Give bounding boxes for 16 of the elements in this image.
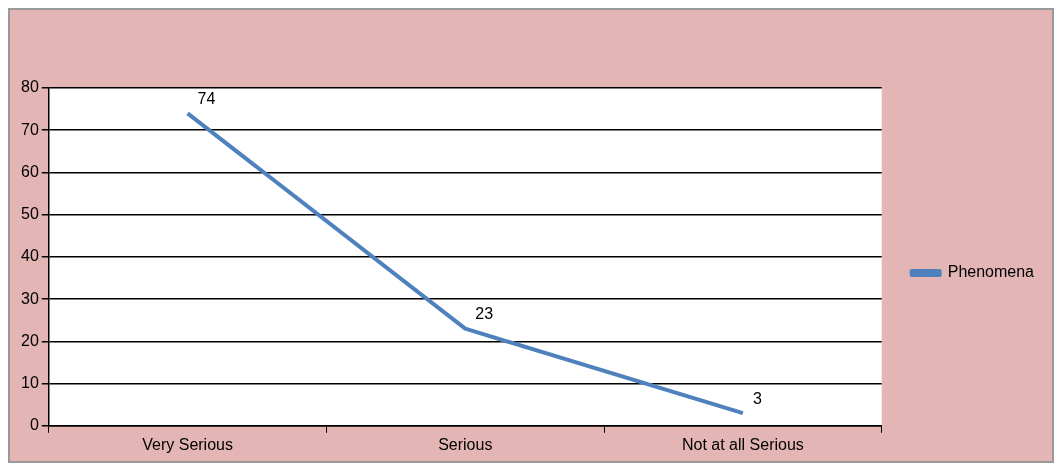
y-tick-label: 50 xyxy=(21,205,39,223)
y-tick-label: 40 xyxy=(21,247,39,265)
y-tick-label: 0 xyxy=(29,416,39,434)
y-tick-label: 20 xyxy=(21,331,39,349)
legend-label: Phenomena xyxy=(947,263,1035,281)
data-label: 74 xyxy=(197,89,216,107)
y-tick-label: 30 xyxy=(21,289,39,307)
y-tick-label: 60 xyxy=(21,162,39,180)
y-tick-label: 70 xyxy=(21,120,39,138)
x-tick-label: Serious xyxy=(438,435,493,453)
data-label: 23 xyxy=(475,305,494,323)
data-label: 3 xyxy=(752,389,762,407)
x-tick-label: Very Serious xyxy=(142,435,233,453)
y-tick-label: 10 xyxy=(21,373,39,391)
y-tick-label: 80 xyxy=(21,78,39,96)
x-tick-label: Not at all Serious xyxy=(681,435,804,453)
